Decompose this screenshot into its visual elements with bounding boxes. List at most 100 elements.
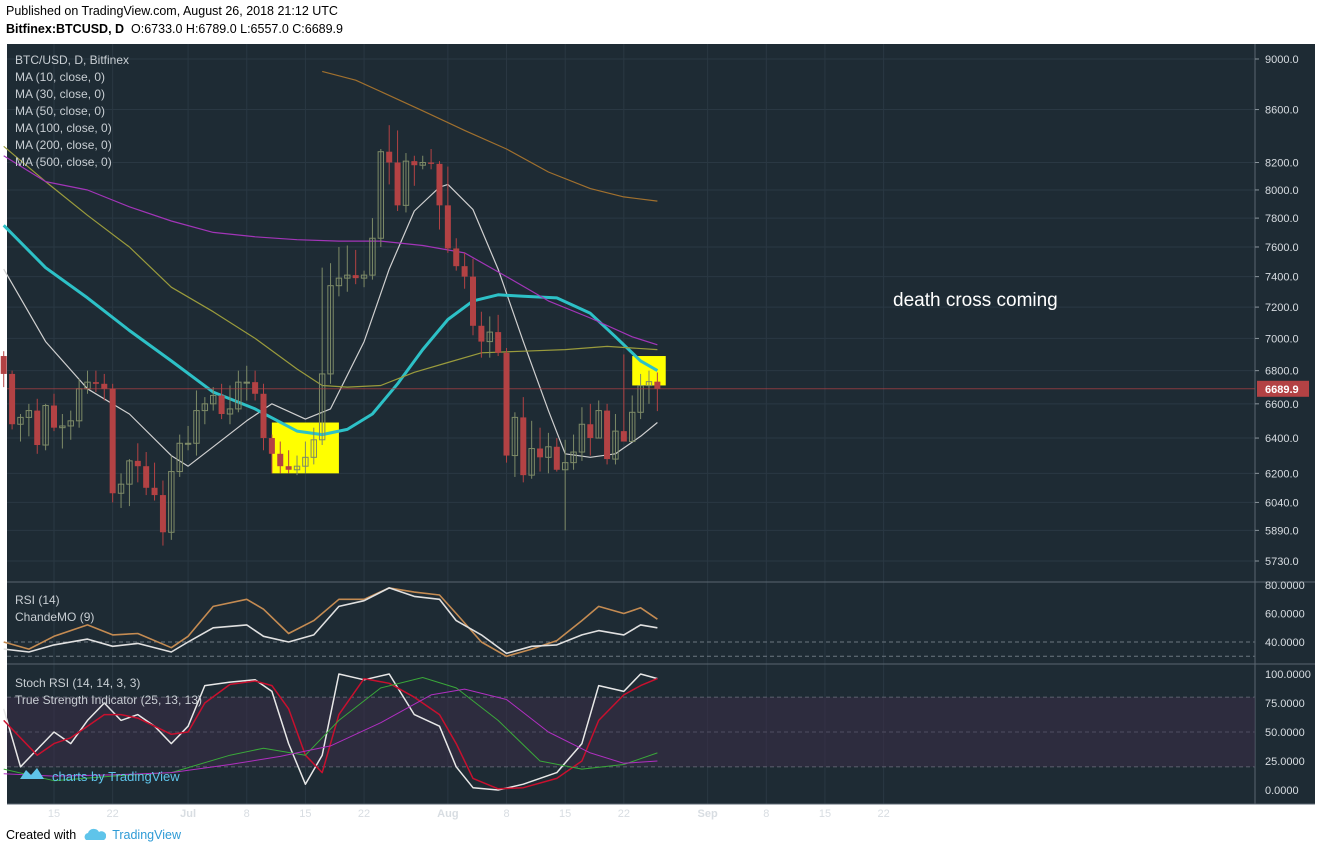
candle-body xyxy=(528,448,535,476)
candle-body xyxy=(67,420,74,427)
time-tick-label: 15 xyxy=(559,808,571,820)
time-tick-label: 15 xyxy=(48,808,60,820)
candle-body xyxy=(402,160,410,206)
tradingview-link[interactable]: TradingView xyxy=(84,828,181,842)
legend-item: MA (200, close, 0) xyxy=(15,138,112,152)
legend-item: MA (10, close, 0) xyxy=(15,70,105,84)
candle-body xyxy=(92,382,99,384)
stoch-line xyxy=(3,677,658,782)
watermark: charts by TradingView xyxy=(20,768,180,784)
candle-body xyxy=(486,331,493,343)
stoch-tick-label: 100.0000 xyxy=(1265,669,1311,681)
price-chart[interactable]: 9000.0 8600.0 8200.0 8000.0 7800.0 7600.0 7400… xyxy=(0,44,1323,824)
candle-body xyxy=(654,381,661,389)
legend-item: ChandeMO (9) xyxy=(15,610,94,624)
legend-item: MA (500, close, 0) xyxy=(15,155,112,169)
candle-body xyxy=(226,408,234,415)
time-tick-label: 22 xyxy=(877,808,889,820)
candle-body xyxy=(235,381,242,410)
price-tick-label: 6800.0 xyxy=(1265,366,1299,378)
stoch-band xyxy=(7,697,1255,767)
legends: BTC/USD, D, Bitfinex MA (10, close, 0) MA … xyxy=(15,53,202,707)
candle-body xyxy=(335,277,343,287)
price-axis-background xyxy=(1255,44,1315,804)
candle-body xyxy=(520,417,527,476)
time-axis: 15 22 Jul 8 15 22 Aug 8 15 22 Sep 8 15 22 xyxy=(48,808,890,820)
ma-line xyxy=(2,224,659,437)
annotation-text: death cross coming xyxy=(893,290,1058,311)
candle-body xyxy=(302,456,309,467)
candle-body xyxy=(444,205,451,249)
candle-body xyxy=(478,325,485,342)
price-axis: 9000.0 8600.0 8200.0 8000.0 7800.0 7600.0 7400… xyxy=(1255,54,1311,797)
candle-body xyxy=(578,423,586,453)
candle-body xyxy=(51,405,57,428)
price-tick-label: 6200.0 xyxy=(1265,468,1299,480)
candle-body xyxy=(176,442,183,473)
price-tick-label: 5730.0 xyxy=(1265,556,1299,568)
time-tick-label: 22 xyxy=(358,808,370,820)
candle-body xyxy=(277,453,284,467)
candle-body xyxy=(344,274,351,279)
candle-body xyxy=(461,266,468,277)
candle-body xyxy=(503,352,510,456)
candle-body xyxy=(143,466,150,488)
candle-body xyxy=(620,431,627,442)
price-tick-label: 7000.0 xyxy=(1265,333,1299,345)
price-tick-label: 7200.0 xyxy=(1265,302,1299,314)
created-with-label: Created with xyxy=(6,828,77,842)
candle-body xyxy=(201,403,209,412)
legend-item: MA (50, close, 0) xyxy=(15,104,105,118)
pane-separators xyxy=(7,44,1315,805)
candle-body xyxy=(545,446,552,458)
candle-body xyxy=(310,439,317,458)
symbol-label: Bitfinex:BTCUSD, D xyxy=(6,22,125,36)
candle-body xyxy=(428,162,435,164)
candle-body xyxy=(595,410,602,439)
time-tick-label: 8 xyxy=(244,808,250,820)
ma-line xyxy=(3,155,658,346)
tradingview-brand: TradingView xyxy=(112,828,181,842)
candle-body xyxy=(318,373,326,441)
candle-body xyxy=(629,411,636,443)
tradingview-logo-icon xyxy=(20,768,44,779)
candle-body xyxy=(587,424,594,439)
candle-body xyxy=(151,487,158,496)
candle-body xyxy=(243,381,250,384)
candle-body xyxy=(411,161,418,166)
stoch-tick-label: 75.0000 xyxy=(1265,698,1305,710)
candle-body xyxy=(637,385,644,413)
candle-body xyxy=(126,460,133,485)
candle-body xyxy=(17,416,24,425)
rsi-tick-label: 80.0000 xyxy=(1265,580,1305,592)
watermark-text: charts by TradingView xyxy=(52,769,180,784)
candle-body xyxy=(268,438,275,454)
stoch-line xyxy=(3,677,658,790)
last-price-label: 6689.9 xyxy=(1265,384,1299,396)
stoch-band-fill xyxy=(7,697,1255,767)
rsi-legend-title: RSI (14) xyxy=(15,593,60,607)
rsi-line xyxy=(3,587,658,658)
legend-item: MA (100, close, 0) xyxy=(15,121,112,135)
candle-body xyxy=(495,332,502,353)
symbol-ohlc-header: Bitfinex:BTCUSD, D O:6733.0 H:6789.0 L:6… xyxy=(6,22,343,36)
candle-body xyxy=(184,442,192,445)
time-tick-label: 8 xyxy=(763,808,769,820)
price-tick-label: 7800.0 xyxy=(1265,213,1299,225)
tradingview-cloud-icon xyxy=(84,828,107,840)
rsi-tick-label: 40.0000 xyxy=(1265,637,1305,649)
rsi-tick-label: 60.0000 xyxy=(1265,609,1305,621)
candle-body xyxy=(570,451,577,464)
candle-body xyxy=(470,276,476,326)
candle-body xyxy=(612,430,619,460)
time-tick-label: 15 xyxy=(819,808,831,820)
candle-body xyxy=(327,285,334,375)
ohlc-readout: O:6733.0 H:6789.0 L:6557.0 C:6689.9 xyxy=(131,22,343,36)
candle-body xyxy=(369,237,376,276)
chart-background xyxy=(7,44,1255,804)
time-tick-label: Sep xyxy=(698,808,718,820)
candle-body xyxy=(394,162,401,206)
stoch-tick-label: 50.0000 xyxy=(1265,727,1305,739)
candle-body xyxy=(101,383,108,389)
candle-body xyxy=(453,248,460,267)
